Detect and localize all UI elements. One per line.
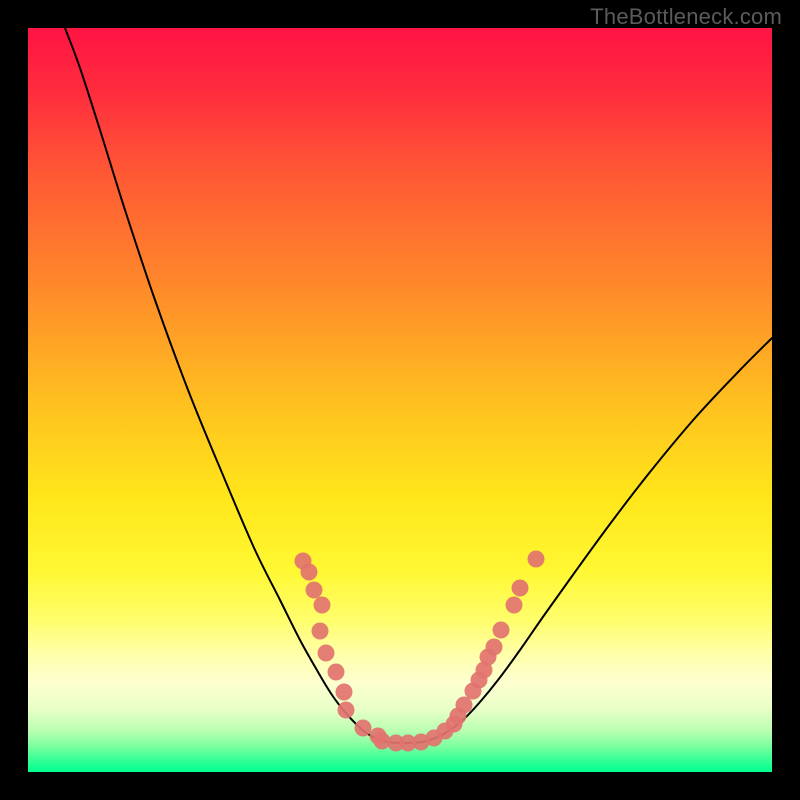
- marker-dot: [506, 597, 523, 614]
- marker-dot: [512, 580, 529, 597]
- curve-path: [65, 28, 772, 743]
- chart-overlay-svg: [0, 0, 800, 800]
- watermark-text: TheBottleneck.com: [590, 4, 782, 30]
- marker-dot: [301, 564, 318, 581]
- marker-dot: [456, 697, 473, 714]
- marker-dot: [338, 702, 355, 719]
- bottleneck-curve: [65, 28, 772, 743]
- marker-dot: [336, 684, 353, 701]
- data-markers: [295, 551, 545, 752]
- marker-dot: [528, 551, 545, 568]
- marker-dot: [318, 645, 335, 662]
- marker-dot: [328, 664, 345, 681]
- marker-dot: [306, 582, 323, 599]
- marker-dot: [312, 623, 329, 640]
- chart-container: TheBottleneck.com: [0, 0, 800, 800]
- marker-dot: [486, 639, 503, 656]
- marker-dot: [493, 622, 510, 639]
- marker-dot: [355, 720, 372, 737]
- marker-dot: [314, 597, 331, 614]
